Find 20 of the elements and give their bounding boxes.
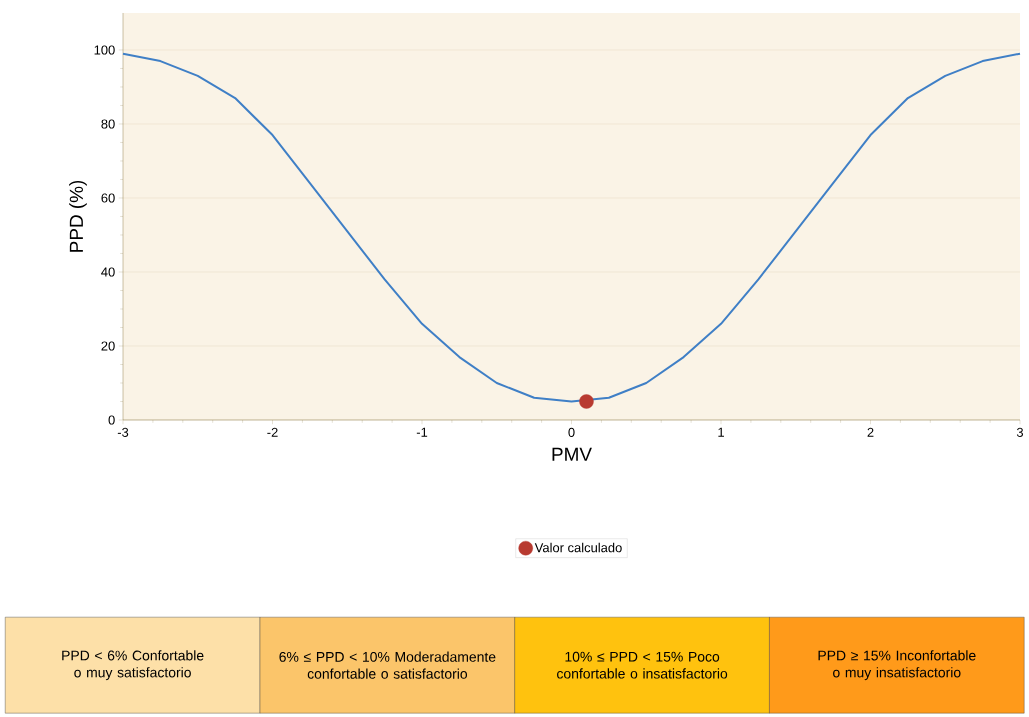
x-tick-label: 2 (867, 427, 874, 437)
x-tick-label: 0 (568, 427, 575, 437)
y-tick-label: 80 (101, 119, 115, 129)
text: PPD ≥ 15% Inconfortable o muy insatisfactorio (818, 650, 976, 681)
y-tick-label: 100 (94, 45, 115, 55)
y-tick-label: 40 (101, 267, 115, 277)
y-tick-label: 20 (101, 341, 115, 351)
x-tick-label: 1 (718, 427, 724, 437)
x-tick-label: -2 (267, 427, 278, 437)
x-tick-label: -3 (117, 427, 129, 437)
y-tick-label: 0 (108, 415, 115, 425)
y-axis-title: PPD (%) (69, 180, 87, 252)
y-tick-label: 60 (101, 193, 115, 203)
x-tick-label: -1 (416, 427, 428, 437)
text: 10% ≤ PPD < 15% Poco confortable o insatisfactorio (557, 651, 728, 679)
text: PPD < 6% Confortable o muy satisfactorio (62, 650, 204, 681)
legend-label: Valor calculado (534, 542, 622, 553)
x-axis-title: PMV (552, 447, 592, 461)
text: 6% ≤ PPD < 10% Moderadamente confortable o satisfactorio (279, 651, 496, 679)
x-tick-label: 3 (1016, 427, 1024, 437)
